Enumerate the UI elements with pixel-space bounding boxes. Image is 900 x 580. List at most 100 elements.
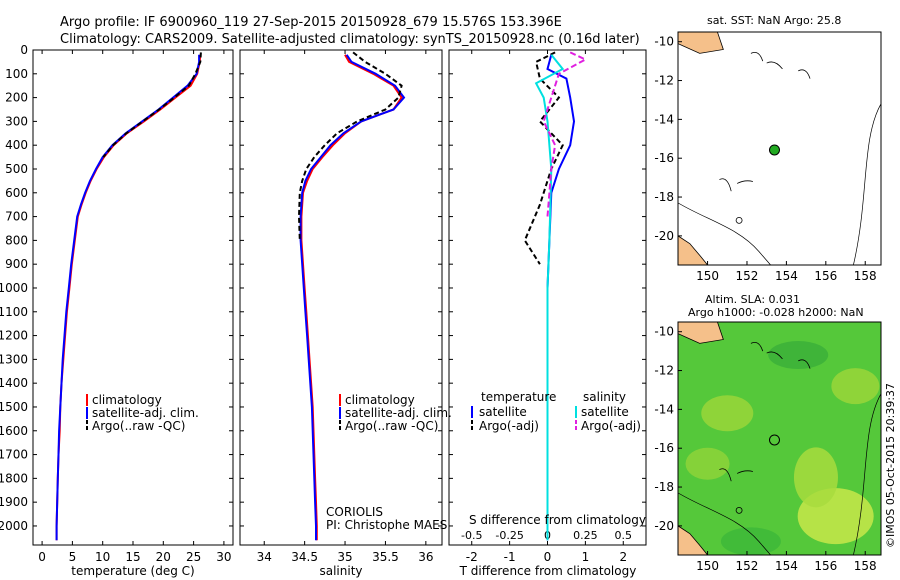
salinity-xlabel: salinity (319, 564, 362, 578)
depth-tick-label: 1600 (0, 424, 28, 438)
legend-label-argo: Argo(..raw -QC) (92, 419, 185, 433)
depth-tick-label: 1500 (0, 400, 28, 414)
series-line (297, 51, 403, 241)
contour (677, 492, 771, 556)
legend-title-temperature: temperature (481, 390, 556, 404)
legend-label-sat: satellite-adj. clim. (92, 406, 199, 420)
x-tick-label: 35.5 (372, 550, 399, 564)
temperature-legend: climatology satellite-adj. clim. Argo(..… (86, 393, 199, 433)
reef-outline (719, 468, 732, 482)
reef-outline (766, 351, 783, 360)
reef-outline (750, 341, 764, 352)
map-y-tick-label: -20 (654, 519, 674, 533)
depth-tick-label: 1000 (0, 281, 28, 295)
legend-label-s-sat: satellite (581, 405, 629, 419)
x-tick-label: 25 (186, 550, 201, 564)
sla-map: 150 152 154 156 158 -10 -12 -14 -16 -18 -20 (654, 321, 882, 573)
map-x-tick-label: 152 (736, 269, 759, 283)
series-line (55, 54, 201, 541)
land-australia (677, 235, 709, 266)
reef-outline (736, 470, 753, 474)
legend-label-sat: satellite-adj. clim. (345, 406, 452, 420)
imos-watermark: ©IMOS 05-Oct-2015 20:39:37 (884, 383, 897, 548)
depth-tick-label: 1100 (0, 305, 28, 319)
sla-anomaly (685, 447, 730, 480)
legend-label-t-argo: Argo(-adj) (479, 419, 539, 433)
depth-axis: 0 100 200 300 400 500 600 700 800 900 1000 1100 1200… (0, 43, 646, 533)
map-x-tick-label: 154 (775, 269, 798, 283)
map-frame (677, 321, 882, 556)
depth-tick-label: 700 (5, 210, 28, 224)
credit-pi: PI: Christophe MAES (326, 518, 447, 532)
x-tick-label: 15 (125, 550, 140, 564)
sla-map-title1: Altim. SLA: 0.031 (705, 293, 800, 306)
legend-label-t-sat: satellite (479, 405, 527, 419)
map-y-tick-label: -10 (654, 35, 674, 49)
sla-anomaly (831, 368, 880, 405)
island (735, 506, 743, 514)
contour (677, 202, 771, 266)
island (735, 216, 743, 224)
depth-tick-label: 2000 (0, 519, 28, 533)
sst-map: 150 152 154 156 158 -10 -12 -14 -16 -18 -20 (654, 31, 882, 283)
x-tick-label: 36 (418, 550, 433, 564)
x-tick-label: 34.5 (291, 550, 318, 564)
legend-label-argo: Argo(..raw -QC) (345, 419, 438, 433)
x-tick-label: 5 (69, 550, 77, 564)
series-line (102, 52, 202, 158)
map-x-tick-label: 156 (814, 269, 837, 283)
s-diff-label: S difference from climatology (469, 513, 646, 527)
land-new-guinea (677, 31, 724, 54)
depth-tick-label: 1700 (0, 448, 28, 462)
temperature-xlabel: temperature (deg C) (71, 564, 194, 578)
sla-anomaly (793, 447, 838, 508)
reef-outline (798, 69, 811, 79)
temperature-panel (32, 49, 234, 546)
x-tick-label: -1 (504, 550, 516, 564)
x-tick-label: 30 (216, 550, 231, 564)
map-x-tick-label: 158 (854, 559, 877, 573)
series-line (523, 51, 564, 265)
sst-map-title: sat. SST: NaN Argo: 25.8 (707, 14, 841, 27)
map-y-tick-label: -16 (654, 151, 674, 165)
x-tick-label: 10 (95, 550, 110, 564)
depth-tick-label: 900 (5, 257, 28, 271)
contour (853, 103, 882, 266)
legend-title-salinity: salinity (583, 390, 626, 404)
depth-tick-label: 200 (5, 91, 28, 105)
x2-tick-label: -0.25 (495, 529, 523, 542)
depth-tick-label: 600 (5, 186, 28, 200)
map-x-tick-label: 152 (736, 559, 759, 573)
depth-tick-label: 100 (5, 67, 28, 81)
x-tick-label: 35 (337, 550, 352, 564)
float-position (768, 144, 780, 156)
x-tick-label: 20 (156, 550, 171, 564)
map-y-tick-label: -10 (654, 325, 674, 339)
sla-anomaly (768, 341, 829, 370)
salinity-plot: 34 34.5 35 35.5 36 (257, 50, 433, 564)
map-y-tick-label: -14 (654, 402, 674, 416)
depth-tick-label: 1400 (0, 376, 28, 390)
salinity-legend: climatology satellite-adj. clim. Argo(..… (339, 393, 452, 433)
sla-anomaly (720, 527, 781, 556)
depth-tick-label: 1800 (0, 471, 28, 485)
difference-xlabel: T difference from climatology (459, 564, 637, 578)
depth-tick-label: 1900 (0, 495, 28, 509)
map-y-tick-label: -16 (654, 441, 674, 455)
sla-anomaly (701, 395, 754, 432)
depth-tick-label: 0 (20, 43, 28, 57)
map-y-tick-label: -12 (654, 74, 674, 88)
header-line1: Argo profile: IF 6900960_119 27-Sep-2015… (60, 15, 562, 30)
map-x-tick-label: 154 (775, 559, 798, 573)
series-line (542, 51, 588, 217)
reef-outline (766, 61, 783, 70)
legend-label-clim: climatology (345, 393, 415, 407)
depth-tick-label: 1300 (0, 352, 28, 366)
reef-outline (750, 51, 764, 62)
x-tick-label: -2 (466, 550, 478, 564)
legend-label-clim: climatology (92, 393, 162, 407)
depth-tick-label: 500 (5, 162, 28, 176)
map-frame (677, 31, 882, 266)
series-line (534, 54, 565, 541)
